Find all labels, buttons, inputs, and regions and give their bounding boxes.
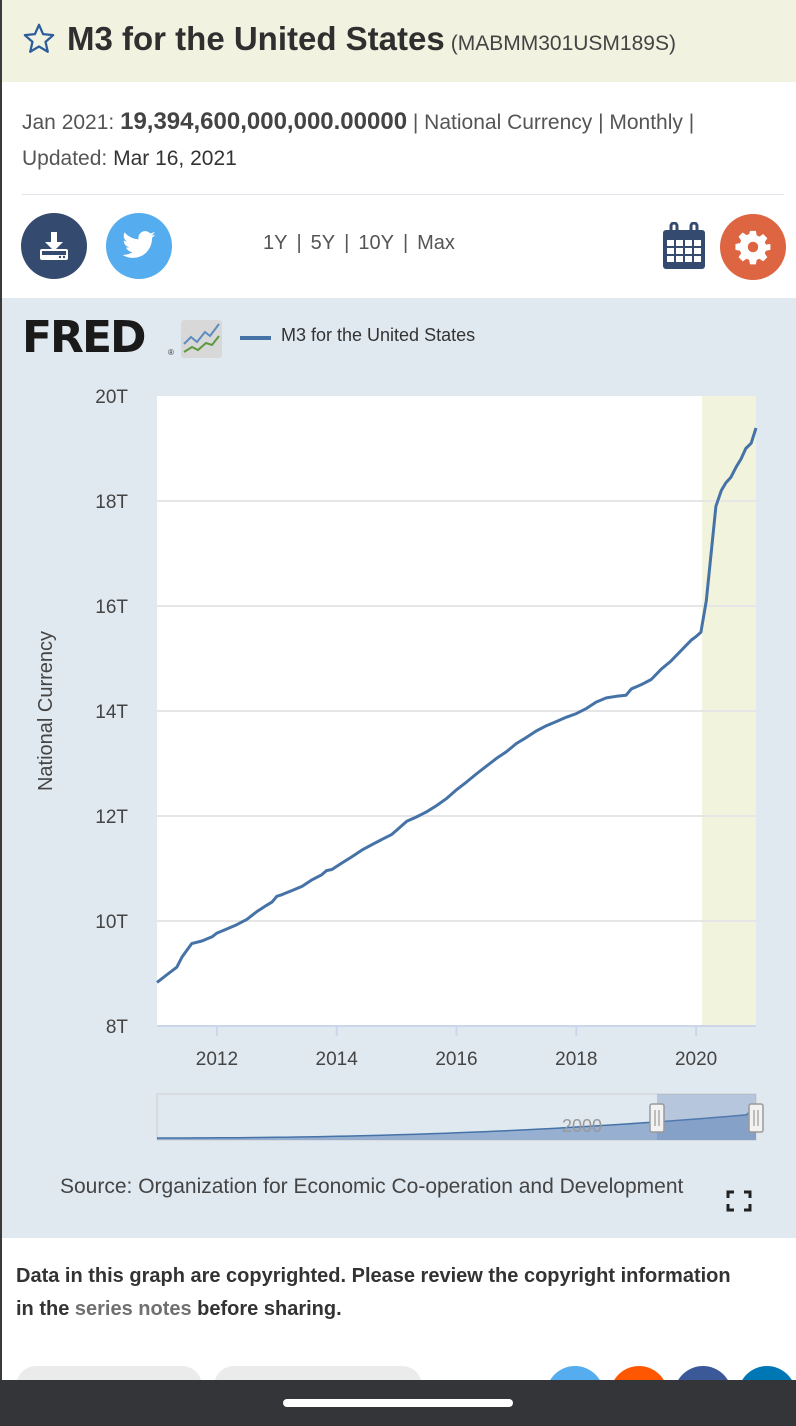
settings-button[interactable] [720,214,786,280]
y-tick-label: 18T [95,492,128,513]
copyright-text-end: before sharing. [191,1298,342,1320]
twitter-icon [122,231,156,258]
page-title: M3 for the United States (MABMM301USM189S… [67,20,676,58]
window-frame [0,0,2,1380]
y-tick-label: 20T [95,387,128,408]
fred-logo[interactable]: FRED [22,312,147,363]
series-notes-link[interactable]: series notes [74,1298,192,1320]
navigator-label: 2000 [562,1116,602,1136]
home-indicator[interactable] [283,1399,513,1407]
range-max[interactable]: Max [417,232,455,254]
star-outline-icon[interactable] [22,22,56,56]
range-10y[interactable]: 10Y [358,232,394,254]
series-title: M3 for the United States [67,20,445,57]
copyright-notice: Data in this graph are copyrighted. Plea… [16,1260,736,1326]
y-tick-label: 12T [95,807,128,828]
date-range-selector: 1Y | 5Y | 10Y | Max [263,232,455,255]
separator: | [344,232,350,254]
x-tick-label: 2014 [316,1049,359,1070]
series-line [156,427,758,984]
y-tick-label: 14T [95,702,128,723]
download-icon [40,232,68,260]
updated-date: Mar 16, 2021 [113,147,237,170]
y-axis-title: National Currency [35,631,57,791]
latest-value: 19,394,600,000,000.00000 [120,108,408,135]
registered-mark: ® [168,348,174,357]
series-code: (MABMM301USM189S) [450,32,676,55]
updated-label: Updated: [22,147,108,170]
range-5y[interactable]: 5Y [310,232,336,254]
navigator-area [157,1108,756,1140]
units-frequency: | National Currency | Monthly | [412,111,695,134]
y-tick-label: 8T [106,1017,129,1038]
x-tick-label: 2018 [555,1049,597,1070]
legend-swatch [240,336,271,340]
navigator-selection [657,1094,756,1140]
copyright-text: Data in this graph are copyrighted. Plea… [16,1265,731,1320]
gear-icon [735,230,771,265]
line-chart: National Currency 8T 10T 12T 14T 16T 18T 20T 20… [35,387,764,1141]
date-label: Jan 2021: [22,111,115,134]
navigator-handle-right[interactable] [748,1103,764,1133]
x-tick-label: 2012 [196,1049,238,1070]
x-tick-label: 2016 [435,1049,477,1070]
x-tick-label: 2020 [675,1049,717,1070]
divider [22,194,784,195]
range-1y[interactable]: 1Y [263,232,288,254]
title-bar: M3 for the United States (MABMM301USM189S… [2,0,796,82]
separator: | [402,232,409,254]
y-tick-label: 16T [95,597,128,618]
calendar-icon[interactable] [662,222,706,270]
fred-chart-icon [181,320,222,358]
twitter-share-button[interactable] [106,213,172,279]
download-button[interactable] [21,213,87,279]
source-note: Source: Organization for Economic Co-ope… [60,1175,684,1198]
separator: | [296,232,302,254]
navigator-handle-left[interactable] [649,1103,665,1133]
legend-label[interactable]: M3 for the United States [281,325,476,345]
y-tick-label: 10T [95,912,128,933]
fullscreen-icon[interactable] [726,1190,752,1212]
series-meta: Jan 2021: 19,394,600,000,000.00000 | Nat… [22,104,782,177]
